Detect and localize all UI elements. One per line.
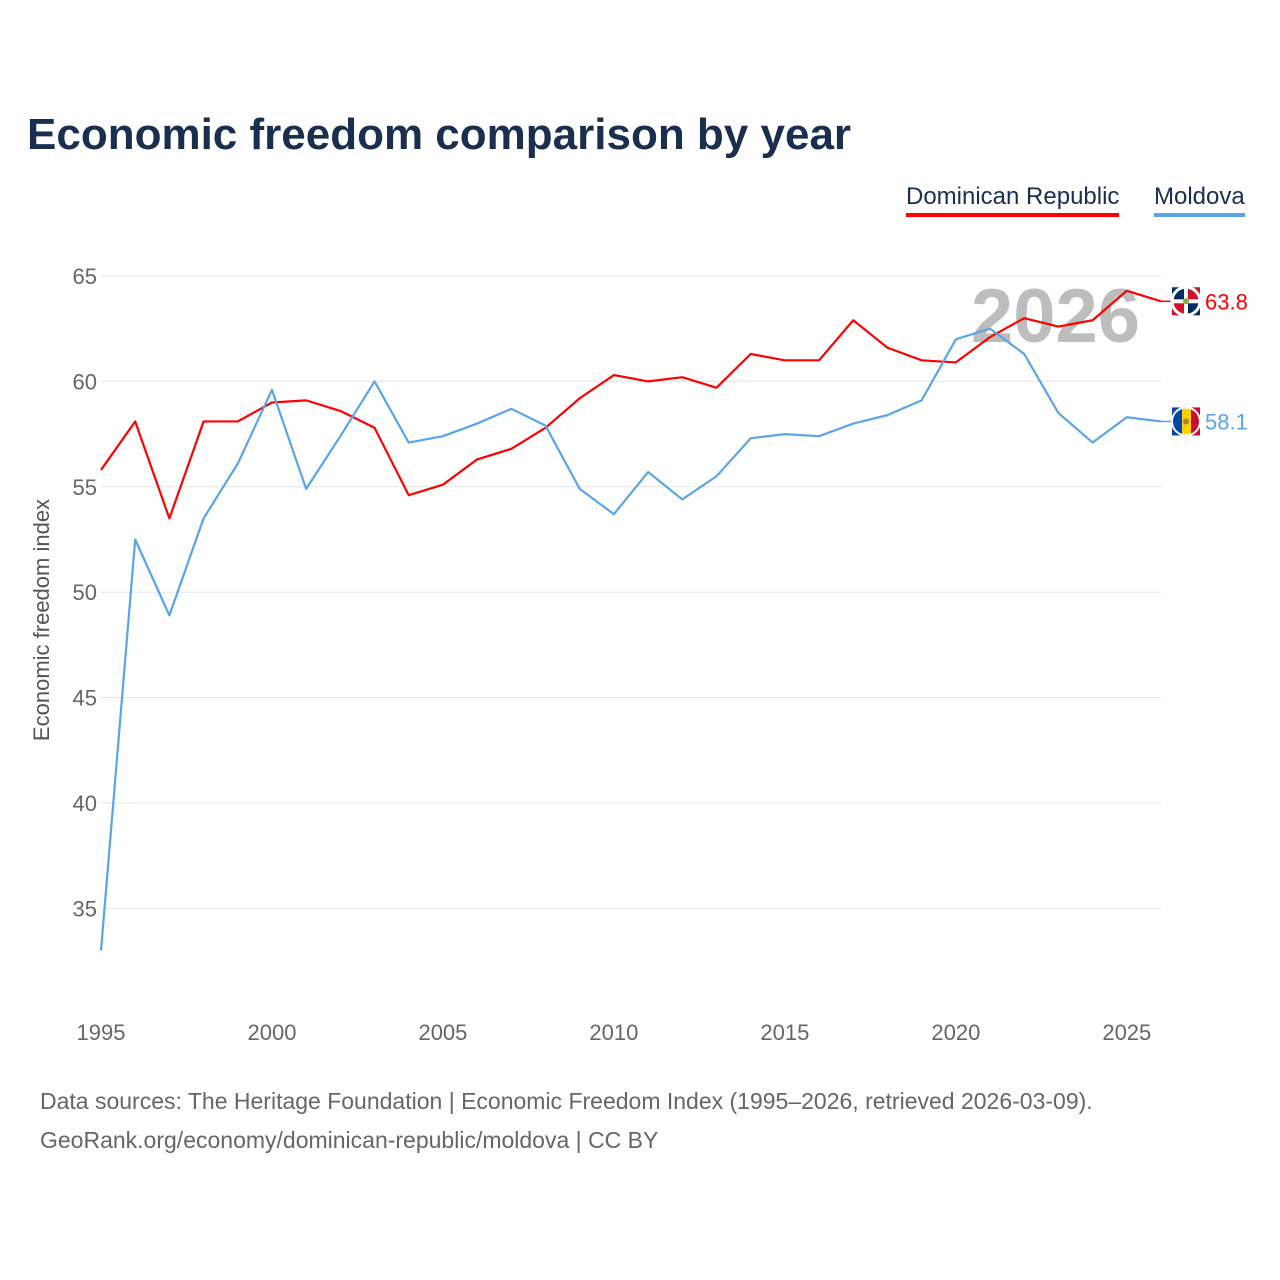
end-value-label: 58.1 [1205, 409, 1248, 434]
flag-border [1170, 285, 1202, 317]
x-tick-label: 2015 [760, 1020, 809, 1045]
flag-border [1171, 406, 1201, 437]
x-tick-label: 2005 [418, 1020, 467, 1045]
flag-quadrant [1172, 303, 1184, 316]
y-tick-label: 65 [73, 264, 97, 289]
flag-stripe [1191, 407, 1200, 436]
y-tick-label: 35 [73, 896, 97, 921]
moldova-flag-icon [1172, 407, 1182, 436]
x-tick-label: 1995 [77, 1020, 126, 1045]
flag-quadrant [1172, 287, 1184, 300]
source-line-2[interactable]: GeoRank.org/economy/dominican-republic/m… [40, 1127, 659, 1153]
source-line-1: Data sources: The Heritage Foundation | … [40, 1088, 1093, 1114]
end-value-label: 63.8 [1205, 289, 1248, 314]
x-tick-label: 2000 [247, 1020, 296, 1045]
flag-quadrant [1188, 287, 1200, 300]
x-tick-label: 2020 [931, 1020, 980, 1045]
x-tick-label: 2010 [589, 1020, 638, 1045]
x-tick-label: 2025 [1102, 1020, 1151, 1045]
y-tick-label: 60 [73, 369, 97, 394]
flag-emblem [1183, 298, 1189, 305]
series-line-moldova [99, 327, 1162, 951]
year-watermark: 2026 [971, 274, 1140, 359]
series-line-dominican-republic [100, 289, 1162, 520]
flag-emblem [1183, 418, 1189, 425]
chart-title: Economic freedom comparison by year [27, 110, 852, 159]
y-tick-label: 45 [73, 686, 97, 711]
y-tick-label: 40 [73, 791, 97, 816]
flag-quadrant [1188, 303, 1200, 316]
y-tick-label: 55 [73, 475, 97, 500]
legend-moldova[interactable]: Moldova [1154, 183, 1245, 217]
y-tick-label: 50 [73, 580, 97, 605]
legend-dominican-republic[interactable]: Dominican Republic [906, 183, 1120, 217]
